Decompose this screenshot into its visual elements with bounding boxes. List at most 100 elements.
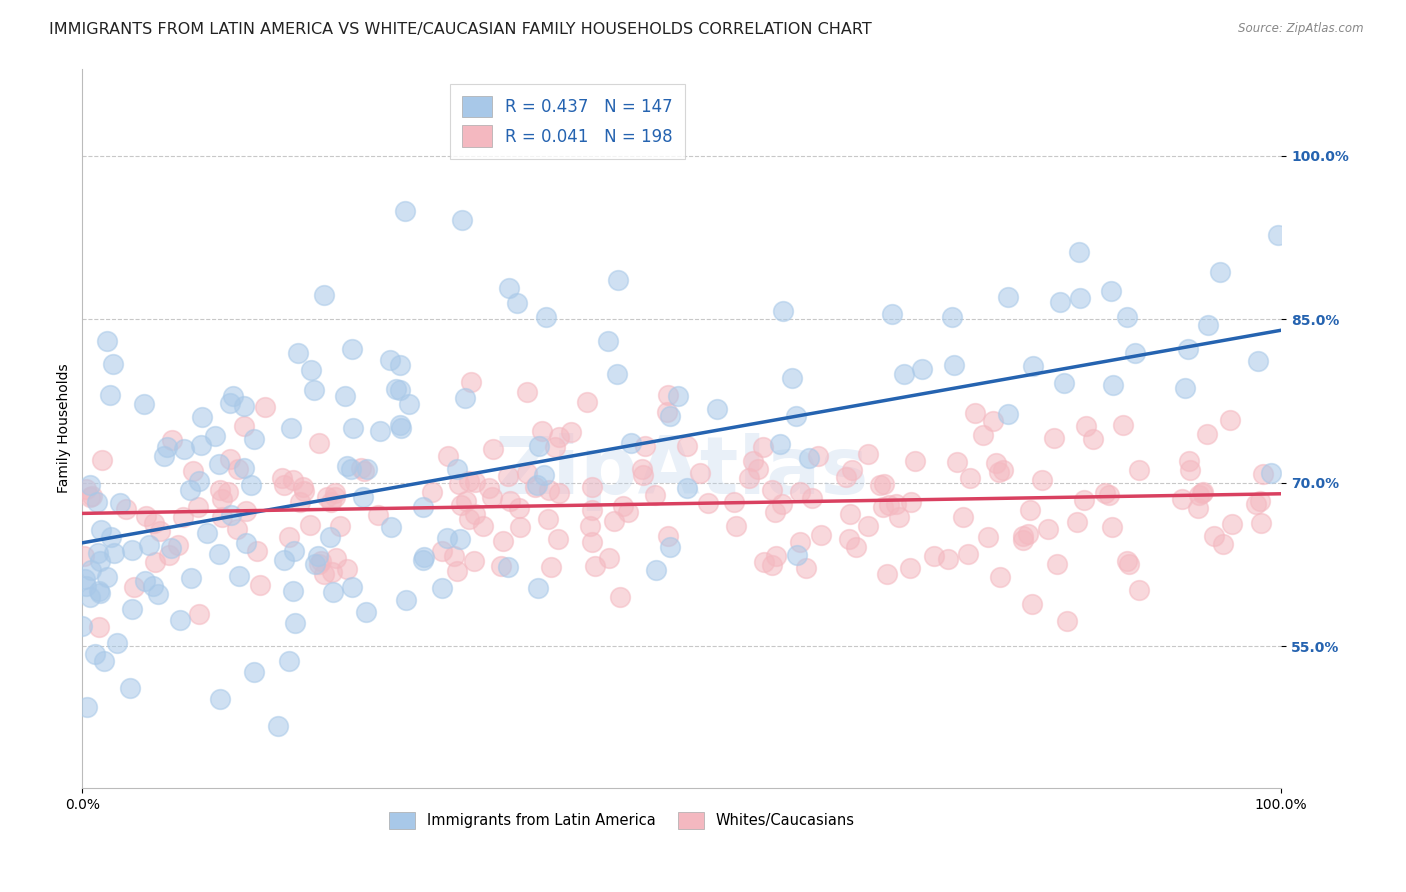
Point <box>335 389 357 403</box>
Point <box>157 548 180 562</box>
Point <box>232 461 254 475</box>
Point <box>1045 557 1067 571</box>
Point <box>380 520 402 534</box>
Point <box>738 471 761 485</box>
Point <box>1049 295 1071 310</box>
Point <box>527 439 550 453</box>
Point <box>368 424 391 438</box>
Point <box>352 490 374 504</box>
Point <box>451 213 474 227</box>
Point <box>1069 245 1091 260</box>
Point <box>1191 485 1213 500</box>
Point <box>1052 376 1074 390</box>
Point <box>543 440 565 454</box>
Point <box>443 549 465 563</box>
Point <box>1188 488 1211 502</box>
Point <box>602 514 624 528</box>
Point <box>226 462 249 476</box>
Point <box>389 417 412 432</box>
Point <box>1171 491 1194 506</box>
Point <box>576 395 599 409</box>
Point <box>283 544 305 558</box>
Point <box>997 407 1019 421</box>
Point <box>135 509 157 524</box>
Point <box>1123 346 1146 360</box>
Point <box>73 549 96 563</box>
Point <box>321 495 343 509</box>
Point <box>232 419 254 434</box>
Point <box>79 490 101 504</box>
Point <box>1118 557 1140 571</box>
Point <box>172 510 194 524</box>
Point <box>789 484 811 499</box>
Point <box>900 494 922 508</box>
Point <box>208 547 231 561</box>
Point <box>1031 474 1053 488</box>
Point <box>496 560 519 574</box>
Point <box>271 471 294 485</box>
Point <box>446 462 468 476</box>
Point <box>631 468 654 483</box>
Point <box>723 494 745 508</box>
Point <box>288 495 311 509</box>
Point <box>76 699 98 714</box>
Point <box>121 602 143 616</box>
Point <box>83 647 105 661</box>
Point <box>1267 228 1289 243</box>
Point <box>412 500 434 514</box>
Point <box>103 546 125 560</box>
Point <box>146 586 169 600</box>
Point <box>329 518 352 533</box>
Point <box>763 506 786 520</box>
Point <box>612 500 634 514</box>
Point <box>877 498 900 512</box>
Point <box>342 421 364 435</box>
Point <box>412 549 434 564</box>
Point <box>751 440 773 454</box>
Point <box>180 571 202 585</box>
Text: ZipAtlas: ZipAtlas <box>495 433 869 510</box>
Point <box>838 507 860 521</box>
Point <box>873 477 896 491</box>
Point <box>449 533 471 547</box>
Point <box>378 352 401 367</box>
Point <box>1187 501 1209 516</box>
Point <box>436 449 458 463</box>
Point <box>356 605 378 619</box>
Point <box>122 580 145 594</box>
Point <box>281 584 304 599</box>
Point <box>540 560 562 574</box>
Point <box>491 534 513 549</box>
Point <box>1177 342 1199 356</box>
Point <box>321 565 343 579</box>
Point <box>90 523 112 537</box>
Point <box>583 558 606 573</box>
Point <box>1036 522 1059 536</box>
Point <box>315 490 337 504</box>
Point <box>1073 493 1095 508</box>
Point <box>993 463 1015 477</box>
Point <box>838 532 860 546</box>
Point <box>496 469 519 483</box>
Point <box>1066 515 1088 529</box>
Point <box>893 367 915 381</box>
Point <box>1249 494 1271 508</box>
Point <box>941 310 963 325</box>
Point <box>770 497 793 511</box>
Point <box>299 362 322 376</box>
Point <box>1202 529 1225 543</box>
Point <box>292 480 315 494</box>
Point <box>560 425 582 439</box>
Point <box>607 273 630 287</box>
Point <box>308 558 330 572</box>
Point <box>273 553 295 567</box>
Point <box>876 567 898 582</box>
Point <box>903 454 925 468</box>
Point <box>706 402 728 417</box>
Point <box>534 310 557 324</box>
Point <box>356 462 378 476</box>
Point <box>769 437 792 451</box>
Point <box>87 546 110 560</box>
Point <box>187 474 209 488</box>
Point <box>1021 597 1043 611</box>
